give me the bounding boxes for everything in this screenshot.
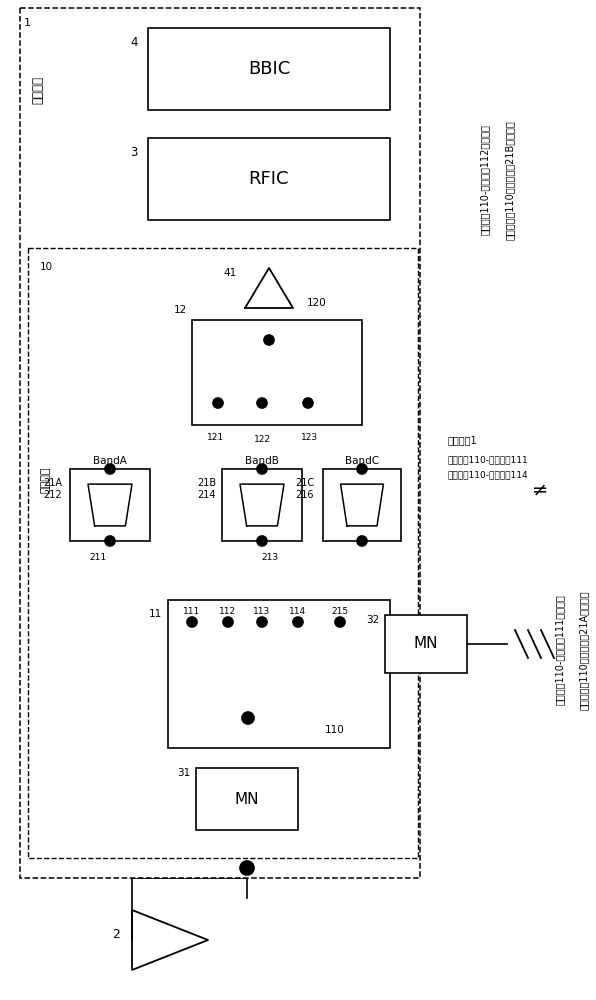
Circle shape — [187, 617, 197, 627]
Circle shape — [105, 464, 115, 474]
Circle shape — [257, 617, 267, 627]
Bar — [28, 248, 418, 858]
Bar — [148, 138, 390, 220]
Text: 114: 114 — [290, 607, 306, 616]
Text: 从共用端子110观察滤波器21B侧的阻抗: 从共用端子110观察滤波器21B侧的阻抗 — [505, 120, 515, 240]
Text: 12: 12 — [174, 305, 187, 315]
Text: 共用端子110-选择端子114: 共用端子110-选择端子114 — [448, 471, 529, 480]
Circle shape — [264, 335, 274, 345]
Text: MN: MN — [235, 792, 259, 806]
Bar — [196, 768, 298, 830]
Text: 122: 122 — [253, 434, 271, 444]
Text: 212: 212 — [44, 490, 62, 500]
Circle shape — [105, 536, 115, 546]
Circle shape — [223, 617, 233, 627]
Circle shape — [242, 712, 254, 724]
Text: 21A: 21A — [43, 478, 62, 488]
Text: 113: 113 — [253, 607, 271, 616]
Bar — [168, 600, 390, 748]
Bar — [222, 469, 302, 541]
Text: 共用端子110-选择端子111连接时的: 共用端子110-选择端子111连接时的 — [555, 595, 565, 705]
Bar — [192, 320, 362, 425]
Text: 31: 31 — [177, 768, 190, 778]
Text: 121: 121 — [207, 432, 225, 442]
Circle shape — [335, 617, 345, 627]
Text: 从共用端子110观察滤波器21A侧的阻抗: 从共用端子110观察滤波器21A侧的阻抗 — [579, 590, 589, 710]
Text: BandB: BandB — [245, 456, 279, 466]
Bar — [20, 8, 420, 878]
Text: 3: 3 — [131, 146, 138, 159]
Text: 10: 10 — [40, 262, 53, 272]
Text: 共用端子110-选择端子112连接时的: 共用端子110-选择端子112连接时的 — [480, 125, 490, 235]
Circle shape — [357, 464, 367, 474]
Text: 215: 215 — [331, 607, 349, 616]
Text: 21C: 21C — [295, 478, 314, 488]
Text: 共用端子110-选择端子111: 共用端子110-选择端子111 — [448, 456, 529, 464]
Text: BBIC: BBIC — [248, 60, 290, 78]
Text: 211: 211 — [89, 552, 107, 562]
Text: 连接状态1: 连接状态1 — [448, 435, 477, 445]
Text: 120: 120 — [307, 298, 327, 308]
Text: MN: MN — [414, 637, 438, 652]
Bar — [148, 28, 390, 110]
Circle shape — [240, 861, 254, 875]
Circle shape — [257, 398, 267, 408]
Circle shape — [303, 398, 313, 408]
Text: 1: 1 — [24, 18, 31, 28]
Text: 32: 32 — [366, 615, 379, 625]
Circle shape — [293, 617, 303, 627]
Bar — [70, 469, 150, 541]
Circle shape — [357, 536, 367, 546]
Text: 41: 41 — [224, 268, 237, 278]
Text: BandC: BandC — [345, 456, 379, 466]
Text: 11: 11 — [149, 609, 162, 619]
Text: 214: 214 — [197, 490, 216, 500]
Text: 110: 110 — [325, 725, 344, 735]
Text: 213: 213 — [262, 552, 278, 562]
Text: RFIC: RFIC — [249, 170, 289, 188]
Text: 通信装置: 通信装置 — [32, 76, 45, 104]
Text: 216: 216 — [296, 490, 314, 500]
Circle shape — [213, 398, 223, 408]
Text: 112: 112 — [219, 607, 237, 616]
Text: 4: 4 — [131, 36, 138, 49]
Circle shape — [257, 536, 267, 546]
Text: 前置模块: 前置模块 — [41, 467, 51, 493]
Circle shape — [257, 464, 267, 474]
Text: ≠: ≠ — [532, 481, 548, 499]
Text: 123: 123 — [302, 432, 319, 442]
Bar — [323, 469, 401, 541]
Bar — [385, 615, 467, 673]
Text: 2: 2 — [112, 928, 120, 942]
Text: 21B: 21B — [197, 478, 216, 488]
Text: 111: 111 — [184, 607, 201, 616]
Text: BandA: BandA — [93, 456, 127, 466]
